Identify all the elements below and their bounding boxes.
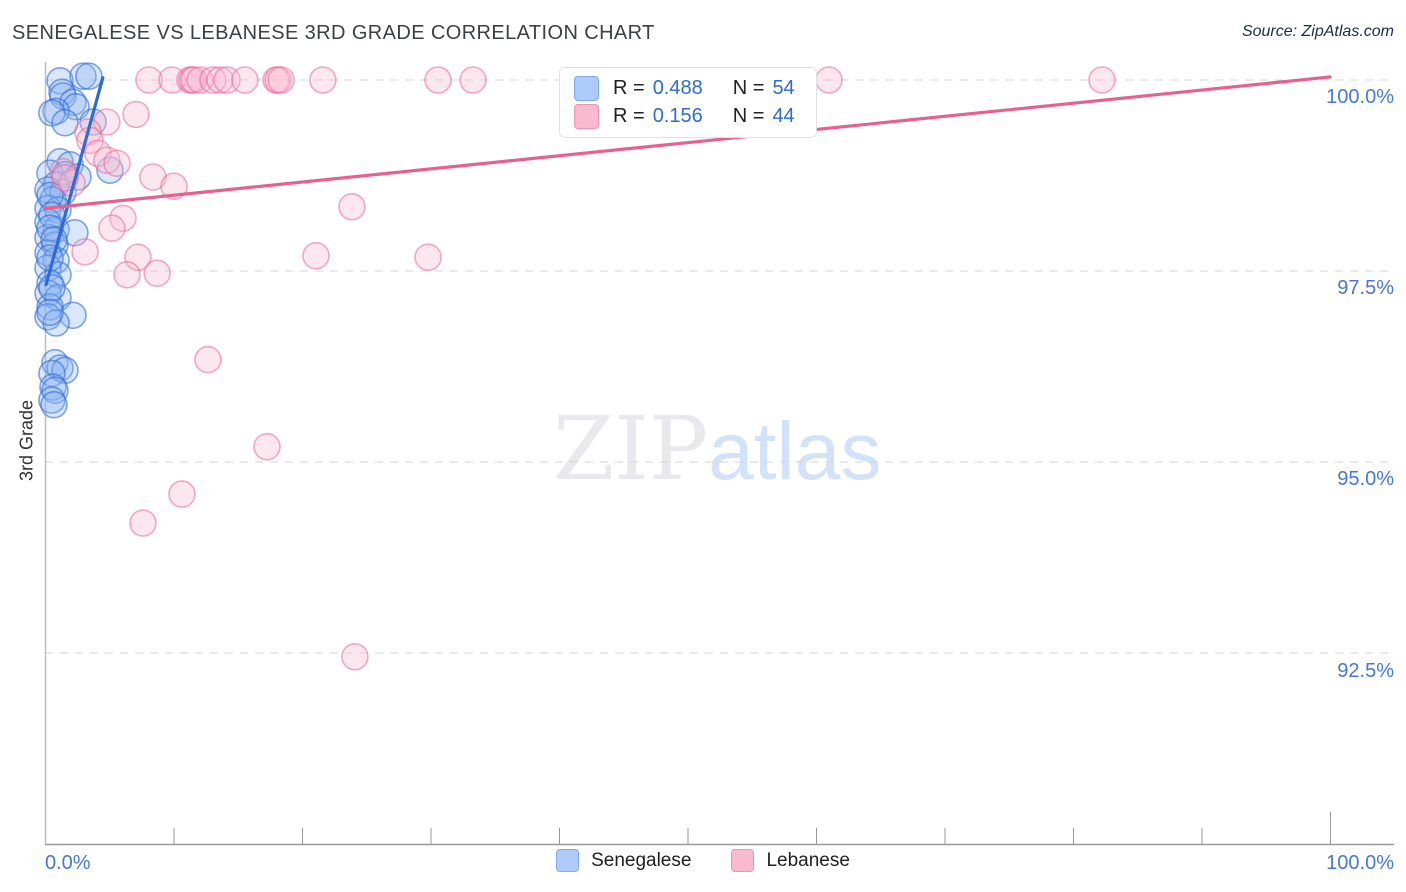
senegalese-swatch-icon (556, 849, 580, 872)
data-point-lebanese[interactable] (113, 260, 141, 289)
page-title: SENEGALESE VS LEBANESE 3RD GRADE CORRELA… (12, 22, 655, 44)
legend-label-senegalese: Senegalese (591, 849, 692, 871)
senegalese-swatch-icon (574, 75, 599, 101)
y-tick-97-5: 97.5% (1337, 277, 1394, 299)
data-point-lebanese[interactable] (71, 238, 99, 266)
data-point-senegalese[interactable] (75, 62, 103, 90)
r-value-senegalese: 0.488 (652, 76, 703, 99)
data-point-lebanese[interactable] (143, 259, 171, 288)
data-point-lebanese[interactable] (815, 66, 843, 94)
watermark-zip: ZIP (553, 397, 709, 500)
data-point-senegalese[interactable] (38, 386, 66, 414)
correlation-stats-box: R = 0.488 N = 54 R = 0.156 N = 44 (559, 67, 817, 138)
zipatlas-watermark: ZIPatlas (553, 405, 881, 493)
legend-item-lebanese[interactable]: Lebanese (731, 849, 850, 872)
data-point-lebanese[interactable] (135, 66, 163, 94)
data-point-lebanese[interactable] (194, 345, 222, 374)
n-label: N = (732, 76, 765, 99)
data-point-senegalese[interactable] (69, 62, 97, 90)
r-label: R = (613, 105, 645, 128)
data-point-lebanese[interactable] (168, 480, 196, 508)
data-point-lebanese[interactable] (199, 66, 227, 94)
data-point-senegalese[interactable] (51, 109, 79, 137)
data-point-lebanese[interactable] (459, 66, 487, 94)
data-point-lebanese[interactable] (93, 146, 121, 174)
data-point-lebanese[interactable] (424, 66, 452, 94)
stats-row-senegalese: R = 0.488 N = 54 (574, 75, 802, 101)
data-point-lebanese[interactable] (103, 149, 131, 178)
data-point-lebanese[interactable] (302, 241, 330, 270)
legend-label-lebanese: Lebanese (766, 849, 850, 871)
trend-line-lebanese (43, 75, 1332, 210)
data-point-lebanese[interactable] (206, 66, 234, 94)
r-value-lebanese: 0.156 (652, 105, 703, 128)
data-point-lebanese[interactable] (51, 164, 79, 192)
data-point-lebanese[interactable] (338, 193, 366, 221)
watermark-atlas: atlas (708, 406, 882, 497)
lebanese-swatch-icon (731, 849, 755, 872)
series-legend: Senegalese Lebanese (0, 849, 1406, 872)
y-axis-title: 3rd Grade (16, 399, 37, 482)
r-label: R = (613, 76, 645, 99)
source-attribution: Source: ZipAtlas.com (1241, 23, 1394, 40)
data-point-lebanese[interactable] (341, 642, 369, 671)
x-tick-100: 100.0% (1326, 852, 1394, 874)
data-point-lebanese[interactable] (122, 100, 150, 129)
data-point-lebanese[interactable] (129, 509, 157, 537)
data-point-lebanese[interactable] (124, 243, 152, 272)
trend-line-senegalese (44, 76, 105, 287)
data-point-senegalese[interactable] (41, 376, 69, 405)
data-point-lebanese[interactable] (160, 172, 188, 200)
data-point-lebanese[interactable] (98, 214, 126, 242)
data-point-lebanese[interactable] (253, 432, 281, 461)
y-tick-95: 95.0% (1337, 468, 1394, 490)
data-point-senegalese[interactable] (36, 298, 64, 327)
data-point-lebanese[interactable] (267, 66, 295, 94)
data-point-senegalese[interactable] (59, 301, 87, 330)
data-point-lebanese[interactable] (1088, 66, 1116, 94)
data-point-lebanese[interactable] (309, 66, 337, 94)
legend-item-senegalese[interactable]: Senegalese (556, 849, 691, 872)
stats-row-lebanese: R = 0.156 N = 44 (574, 104, 802, 130)
lebanese-swatch-icon (574, 104, 599, 130)
n-value-senegalese: 54 (772, 76, 795, 99)
data-point-lebanese[interactable] (231, 66, 259, 94)
n-value-lebanese: 44 (772, 105, 795, 128)
n-label: N = (732, 105, 765, 128)
y-tick-100: 100.0% (1326, 86, 1394, 108)
x-tick-0: 0.0% (45, 852, 91, 874)
data-point-senegalese[interactable] (38, 273, 66, 302)
y-tick-92-5: 92.5% (1337, 660, 1394, 682)
data-point-senegalese[interactable] (40, 390, 68, 419)
data-point-lebanese[interactable] (109, 204, 137, 233)
data-point-lebanese[interactable] (414, 243, 442, 272)
